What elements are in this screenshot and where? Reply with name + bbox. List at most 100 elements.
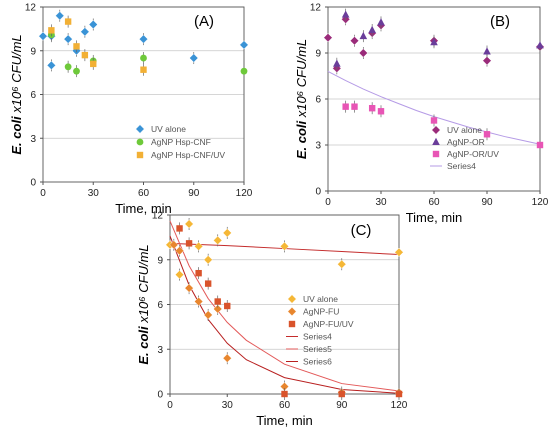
data-point (204, 280, 212, 287)
y-tick-label: 12 (310, 3, 322, 14)
data-point (240, 67, 248, 75)
legend-label: Series6 (303, 357, 332, 367)
data-point (350, 36, 359, 46)
data-point (140, 66, 147, 73)
legend-swatch (136, 151, 144, 159)
data-point (176, 225, 183, 232)
x-tick-label: 30 (88, 188, 100, 199)
y-tick-label: 6 (157, 300, 163, 311)
data-point (185, 240, 193, 247)
data-point (73, 43, 80, 50)
legend-label: Series4 (303, 332, 332, 342)
legend-swatch (135, 124, 145, 134)
legend-label: AgNP-OR (447, 137, 485, 147)
x-axis-label: Time, min (406, 210, 463, 225)
data-point (430, 117, 438, 124)
x-axis-label: Time, min (115, 201, 172, 216)
x-axis-label: Time, min (256, 413, 313, 428)
x-tick-label: 0 (325, 197, 331, 208)
y-axis-label: E. coli x10⁶ CFU/mL (136, 244, 151, 364)
data-point (323, 33, 333, 43)
data-point (203, 255, 213, 265)
x-tick-label: 90 (336, 400, 348, 411)
legend-label: Series5 (303, 344, 332, 354)
data-point (63, 34, 73, 44)
data-point (184, 219, 194, 229)
legend-label: Series4 (447, 161, 476, 171)
data-point (281, 390, 288, 398)
data-point (239, 40, 249, 50)
legend-swatch (287, 307, 297, 316)
data-point (368, 25, 376, 33)
series-line-series5 (169, 220, 400, 392)
data-point (194, 241, 204, 251)
data-point (194, 297, 204, 306)
y-tick-label: 6 (315, 95, 321, 106)
y-tick-label: 3 (30, 134, 36, 145)
data-point (430, 38, 438, 46)
data-point (394, 247, 404, 257)
x-tick-label: 120 (391, 400, 408, 411)
data-point (81, 51, 89, 59)
legend-label: UV alone (447, 125, 482, 135)
data-point (351, 103, 358, 110)
y-tick-label: 0 (157, 390, 163, 401)
y-axis-label: E. coli x10⁶ CFU/mL (9, 34, 24, 154)
legend-swatch (432, 150, 440, 158)
series-line-series6 (169, 235, 400, 394)
x-tick-label: 0 (40, 188, 46, 199)
y-tick-label: 12 (25, 3, 37, 14)
data-point (341, 10, 350, 18)
data-point (140, 54, 147, 62)
data-point (222, 353, 232, 363)
legend-swatch (431, 125, 441, 135)
data-point (280, 241, 289, 251)
data-point (38, 31, 48, 41)
data-point (184, 283, 194, 293)
y-tick-label: 6 (30, 90, 36, 101)
data-point (342, 103, 349, 110)
data-point (73, 67, 80, 75)
legend-swatch (136, 138, 144, 146)
data-point (536, 41, 544, 49)
panel-label: (B) (490, 13, 510, 30)
data-point (80, 27, 90, 37)
data-point (224, 302, 231, 310)
x-tick-label: 60 (138, 188, 150, 199)
legend-label: UV alone (303, 294, 338, 304)
data-point (333, 59, 341, 67)
data-point (189, 53, 199, 63)
x-tick-label: 0 (167, 400, 173, 411)
data-point (395, 390, 403, 398)
data-point (213, 304, 223, 314)
y-tick-label: 9 (30, 46, 36, 57)
x-tick-label: 120 (236, 188, 253, 199)
data-point (139, 34, 148, 44)
panel-label: (C) (351, 222, 372, 239)
legend-label: UV alone (151, 124, 186, 134)
x-tick-label: 60 (279, 400, 291, 411)
y-tick-label: 0 (30, 178, 36, 189)
data-point (175, 246, 185, 256)
data-point (536, 141, 544, 149)
data-point (88, 20, 98, 29)
y-tick-label: 9 (157, 255, 163, 266)
x-tick-label: 30 (375, 197, 387, 208)
data-point (214, 298, 221, 305)
data-point (195, 269, 202, 277)
x-tick-label: 90 (481, 197, 493, 208)
y-tick-label: 3 (157, 345, 163, 356)
legend-swatch (432, 137, 440, 145)
data-point (483, 131, 491, 138)
data-point (64, 63, 72, 71)
data-point (48, 27, 55, 34)
data-point (368, 105, 376, 112)
data-point (482, 56, 492, 66)
legend-label: AgNP Hsp-CNF/UV (151, 150, 225, 160)
y-tick-label: 3 (315, 141, 321, 152)
data-point (46, 60, 56, 70)
x-tick-label: 60 (428, 197, 440, 208)
legend-label: AgNP-FU (303, 307, 339, 317)
